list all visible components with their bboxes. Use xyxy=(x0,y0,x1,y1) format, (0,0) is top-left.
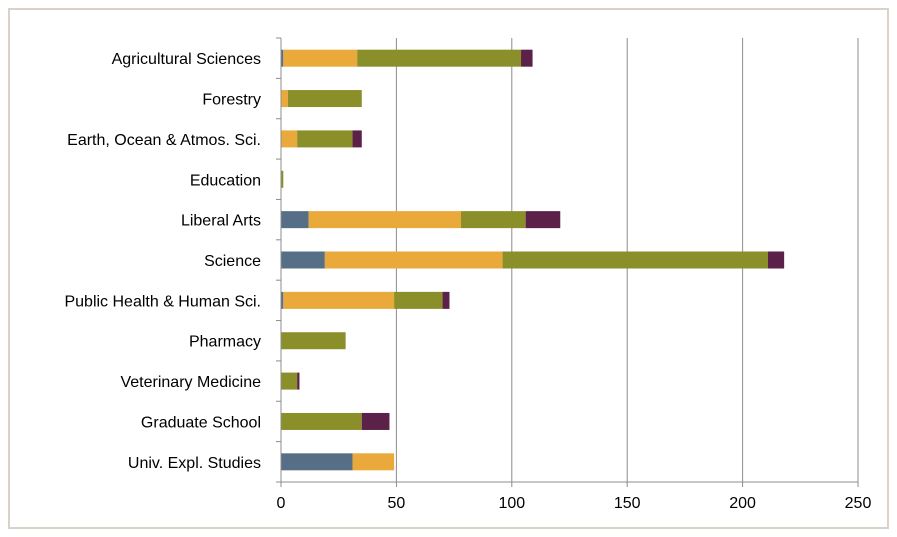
bar-segment-series-3 xyxy=(297,130,353,148)
x-tick-label: 150 xyxy=(614,495,641,512)
bar-segment-series-1 xyxy=(281,49,284,67)
bar-segment-series-2 xyxy=(281,90,288,108)
category-label: Earth, Ocean & Atmos. Sci. xyxy=(67,132,261,149)
category-label: Forestry xyxy=(202,92,261,109)
bar-segment-series-4 xyxy=(521,49,533,67)
bar-segment-series-2 xyxy=(283,291,395,309)
x-tick-label: 100 xyxy=(498,495,525,512)
bar-segment-series-4 xyxy=(352,130,362,148)
bar-segment-series-4 xyxy=(297,372,300,390)
bar-segment-series-2 xyxy=(352,453,395,471)
category-labels: Agricultural Sciences Forestry Earth, Ocea… xyxy=(64,51,261,472)
category-label: Veterinary Medicine xyxy=(120,374,261,391)
bar-segment-series-3 xyxy=(281,170,284,188)
x-tick-label: 250 xyxy=(845,495,872,512)
x-tick-labels: 0 50 100 150 200 250 xyxy=(277,495,872,512)
category-label: Public Health & Human Sci. xyxy=(64,293,261,310)
bar-segment-series-3 xyxy=(357,49,522,67)
bar-segment-series-1 xyxy=(281,453,353,471)
bar-segment-series-3 xyxy=(394,291,443,309)
x-tick-label: 0 xyxy=(277,495,286,512)
bar-segment-series-4 xyxy=(767,251,785,269)
bars xyxy=(281,49,785,471)
bar-segment-series-4 xyxy=(361,412,390,430)
category-label: Science xyxy=(204,253,261,270)
bar-segment-series-4 xyxy=(442,291,450,309)
bar-segment-series-3 xyxy=(502,251,768,269)
category-label: Education xyxy=(190,172,261,189)
bar-segment-series-3 xyxy=(281,332,346,350)
bar-segment-series-3 xyxy=(281,372,298,390)
x-tick-label: 200 xyxy=(729,495,756,512)
bar-segment-series-3 xyxy=(281,412,362,430)
bar-segment-series-1 xyxy=(281,211,309,229)
bar-segment-series-3 xyxy=(461,211,526,229)
bar-segment-series-2 xyxy=(283,49,358,67)
category-label: Graduate School xyxy=(141,414,261,431)
x-tick-label: 50 xyxy=(388,495,406,512)
bar-segment-series-1 xyxy=(281,291,284,309)
category-label: Agricultural Sciences xyxy=(112,51,261,68)
bar-segment-series-2 xyxy=(281,130,298,148)
bar-segment-series-1 xyxy=(281,251,325,269)
bar-segment-series-3 xyxy=(287,90,362,108)
bar-segment-series-2 xyxy=(308,211,462,229)
category-label: Univ. Expl. Studies xyxy=(128,455,261,472)
axes xyxy=(276,37,859,487)
bar-segment-series-2 xyxy=(324,251,503,269)
category-label: Pharmacy xyxy=(189,334,261,351)
category-label: Liberal Arts xyxy=(181,213,261,230)
bar-segment-series-4 xyxy=(525,211,561,229)
